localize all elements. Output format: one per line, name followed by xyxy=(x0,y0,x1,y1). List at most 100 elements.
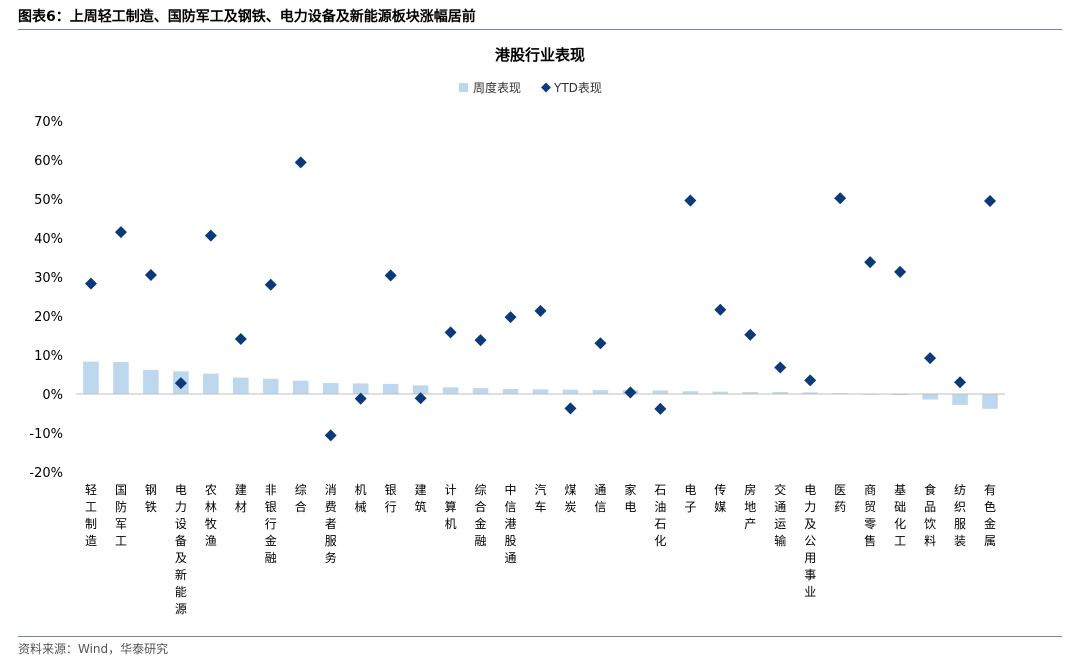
category-label: 基础化工 xyxy=(894,483,906,548)
bar-series xyxy=(83,361,998,409)
category-label: 国防军工 xyxy=(115,483,127,548)
ytd-marker xyxy=(324,429,337,442)
y-tick-label: 0% xyxy=(42,388,63,403)
category-label: 煤炭 xyxy=(564,483,576,514)
category-label: 农林牧渔 xyxy=(205,483,217,548)
category-label: 医药 xyxy=(834,483,846,514)
ytd-marker xyxy=(624,386,637,399)
ytd-marker xyxy=(384,269,397,282)
chart-title: 港股行业表现 xyxy=(495,46,585,64)
chart: 港股行业表现 周度表现 YTD表现 -20% -10% 0% 10% 20% 30% 40% 5… xyxy=(29,46,1005,616)
y-tick-label: 40% xyxy=(34,232,63,247)
marker-series xyxy=(84,156,997,442)
ytd-marker xyxy=(654,402,667,415)
category-label: 非银行金融 xyxy=(265,483,277,565)
y-tick-label: 30% xyxy=(34,271,63,286)
ytd-marker xyxy=(204,229,217,242)
category-label: 建材 xyxy=(235,483,247,514)
category-label: 电力及公用事业 xyxy=(804,483,816,599)
legend-swatch-weekly xyxy=(459,83,468,92)
legend-swatch-ytd xyxy=(541,82,551,93)
weekly-bar xyxy=(712,391,729,394)
source-note: 资料来源：Wind，华泰研究 xyxy=(18,642,169,656)
category-label: 中信港股通 xyxy=(505,482,517,565)
weekly-bar xyxy=(892,394,908,396)
weekly-bar xyxy=(532,389,549,394)
weekly-bar xyxy=(592,390,609,394)
category-label: 有色金属 xyxy=(984,483,996,548)
weekly-bar xyxy=(952,394,968,405)
legend-label-weekly: 周度表现 xyxy=(473,80,521,95)
weekly-bar xyxy=(502,388,519,394)
ytd-marker xyxy=(984,194,997,207)
category-label: 综合金融 xyxy=(475,483,487,548)
weekly-bar xyxy=(772,392,789,394)
y-tick-label: 70% xyxy=(34,115,63,130)
weekly-bar xyxy=(382,383,399,394)
category-label: 通信 xyxy=(594,483,606,514)
category-label: 电力设备及新能源 xyxy=(175,483,187,616)
weekly-bar xyxy=(742,392,759,394)
weekly-bar xyxy=(83,361,99,394)
ytd-marker xyxy=(894,265,907,278)
ytd-marker xyxy=(564,402,577,415)
category-label: 建筑 xyxy=(415,483,427,514)
category-label: 钢铁 xyxy=(145,483,157,514)
category-label: 商贸零售 xyxy=(864,482,876,548)
weekly-bar xyxy=(922,394,938,400)
category-label: 食品饮料 xyxy=(924,482,936,548)
weekly-bar xyxy=(322,383,339,394)
weekly-bar xyxy=(292,380,309,394)
weekly-bar xyxy=(982,394,998,409)
weekly-bar xyxy=(802,392,819,394)
category-label: 机械 xyxy=(355,483,367,514)
ytd-marker xyxy=(264,278,277,291)
weekly-bar xyxy=(412,385,429,394)
legend: 周度表现 YTD表现 xyxy=(459,80,602,95)
category-label: 家电 xyxy=(624,482,636,514)
ytd-marker xyxy=(114,226,127,239)
ytd-marker xyxy=(534,304,547,317)
legend-label-ytd: YTD表现 xyxy=(553,81,602,95)
ytd-marker xyxy=(594,337,607,350)
y-tick-label: 60% xyxy=(34,154,63,169)
y-tick-label: -10% xyxy=(29,427,63,442)
ytd-marker xyxy=(684,194,697,207)
category-label: 传媒 xyxy=(714,482,726,514)
weekly-bar xyxy=(262,378,279,394)
category-label: 银行 xyxy=(385,483,397,514)
y-axis: -20% -10% 0% 10% 20% 30% 40% 50% 60% 70% xyxy=(29,115,63,481)
ytd-marker xyxy=(474,334,487,347)
weekly-bar xyxy=(472,388,489,394)
category-label: 纺织服装 xyxy=(954,483,966,548)
ytd-marker xyxy=(294,156,307,169)
header-rule xyxy=(18,29,1062,30)
category-label: 计算机 xyxy=(445,483,457,531)
category-label: 轻工制造 xyxy=(85,483,97,548)
category-label: 消费者服务 xyxy=(325,483,337,565)
weekly-bar xyxy=(352,383,369,394)
weekly-bar xyxy=(113,362,129,394)
y-tick-label: 20% xyxy=(34,310,63,325)
footer-rule xyxy=(18,636,1062,637)
ytd-marker xyxy=(84,277,97,290)
category-label: 房地产 xyxy=(744,482,756,531)
weekly-bar xyxy=(562,389,579,394)
category-label: 电子 xyxy=(684,483,696,514)
y-tick-label: -20% xyxy=(29,466,63,481)
ytd-marker xyxy=(504,311,517,324)
x-axis-labels: 轻工制造 国防军工 钢铁 电力设备及新能源 农林牧渔 建材 非银行金融 综合 消费者服务 机械银行… xyxy=(85,482,996,616)
weekly-bar xyxy=(143,369,159,394)
ytd-marker xyxy=(804,374,817,387)
weekly-bar xyxy=(233,377,249,394)
ytd-marker xyxy=(954,376,967,389)
y-tick-label: 50% xyxy=(34,193,63,208)
category-label: 汽车 xyxy=(534,482,546,514)
ytd-marker xyxy=(864,256,877,269)
ytd-marker xyxy=(234,332,247,346)
ytd-marker xyxy=(744,328,757,341)
y-tick-label: 10% xyxy=(34,349,63,364)
category-label: 交通运输 xyxy=(774,482,786,548)
ytd-marker xyxy=(774,361,787,374)
ytd-marker xyxy=(834,192,847,205)
